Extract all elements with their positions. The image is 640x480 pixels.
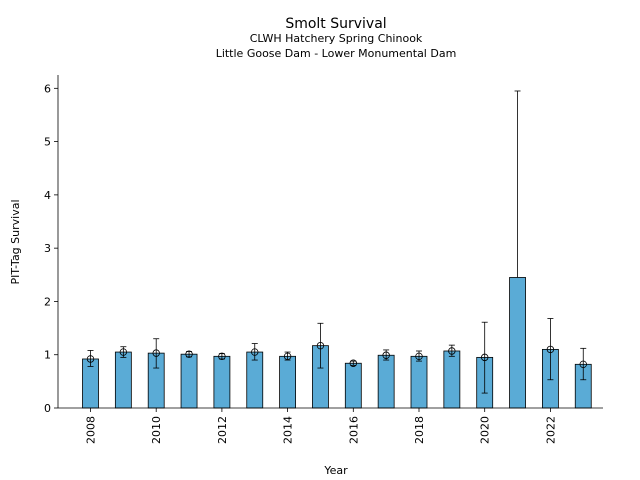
x-axis-label: Year <box>323 464 348 477</box>
marker-2022 <box>546 345 555 354</box>
marker-2009 <box>119 348 128 356</box>
x-tick-label-2016: 2016 <box>347 416 360 444</box>
x-tick-label-2010: 2010 <box>150 416 163 444</box>
y-tick-label-0: 0 <box>44 402 51 415</box>
x-tick-label-2008: 2008 <box>85 416 98 444</box>
chart-subtitle-line2: Little Goose Dam - Lower Monumental Dam <box>216 47 457 60</box>
x-tick-label-2022: 2022 <box>544 416 557 444</box>
chart-subtitle-line1: CLWH Hatchery Spring Chinook <box>250 32 423 45</box>
bar-2021 <box>509 277 526 409</box>
y-tick-label-3: 3 <box>44 242 51 255</box>
y-tick-label-2: 2 <box>44 295 51 308</box>
bar-2011 <box>180 353 198 409</box>
marker-2014 <box>283 352 292 361</box>
y-axis-label: PIT-Tag Survival <box>9 199 22 284</box>
x-tick-label-2014: 2014 <box>282 416 295 444</box>
bar-2016 <box>344 362 362 409</box>
marker-2012 <box>218 352 226 361</box>
y-tick-label-4: 4 <box>44 189 51 202</box>
bar-2014 <box>279 355 297 409</box>
marker-2020 <box>481 353 489 362</box>
bar-2012 <box>213 355 231 409</box>
marker-2017 <box>382 351 390 359</box>
marker-2023 <box>579 360 587 369</box>
marker-2010 <box>152 349 160 357</box>
bar-2019 <box>443 350 461 409</box>
marker-2016 <box>349 359 357 367</box>
marker-2013 <box>251 348 259 356</box>
chart-title: Smolt Survival <box>285 16 386 32</box>
marker-2019 <box>448 347 456 355</box>
x-axis: 2008 2010 2012 2014 2016 2018 2020 2022 <box>58 407 603 444</box>
marker-2018 <box>415 352 423 361</box>
y-tick-label-6: 6 <box>44 82 51 95</box>
y-tick-label-1: 1 <box>44 349 51 362</box>
x-tick-label-2012: 2012 <box>216 416 229 444</box>
y-tick-label-5: 5 <box>44 136 51 149</box>
bar-2017 <box>377 354 395 409</box>
marker-2015 <box>316 341 325 350</box>
marker-2008 <box>86 355 95 363</box>
bar-2018 <box>410 355 428 409</box>
marker-2011 <box>185 350 193 358</box>
y-axis: 0 1 2 3 4 5 6 <box>44 75 59 415</box>
x-tick-label-2018: 2018 <box>413 416 426 444</box>
x-tick-label-2020: 2020 <box>479 416 492 444</box>
bar-2009 <box>114 351 132 409</box>
plot-area <box>82 90 592 409</box>
